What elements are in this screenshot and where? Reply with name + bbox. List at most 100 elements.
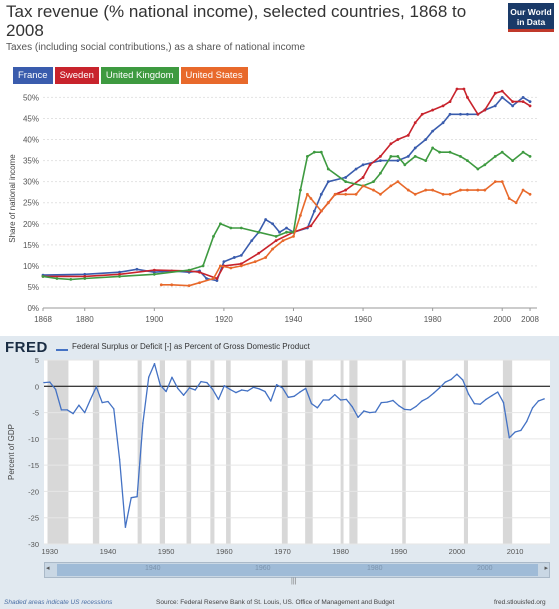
fred-panel: 5 0 -5 -10 -15 -20 -25 -30 1930 1940 1950 1960 1970 1… [0, 336, 559, 609]
data-point [217, 398, 220, 401]
x-tick-label: 2000 [493, 315, 511, 324]
data-point-uk [229, 226, 233, 230]
legend-united-kingdom[interactable]: United Kingdom [100, 67, 179, 84]
fred-logo[interactable]: FRED [5, 339, 48, 356]
legend-france[interactable]: France [13, 67, 53, 84]
y-tick-label: 25% [23, 199, 39, 208]
data-point-us [466, 188, 469, 192]
data-point-france [312, 209, 316, 213]
data-point [89, 398, 92, 401]
data-point [264, 390, 266, 393]
data-point [316, 407, 319, 409]
data-point-uk [69, 277, 73, 281]
data-point-france [448, 112, 452, 116]
data-point [444, 381, 447, 383]
data-point [130, 497, 132, 499]
data-point [380, 401, 383, 404]
data-point [49, 381, 51, 383]
y-tick-label: 15% [23, 241, 39, 250]
data-point-france [493, 104, 497, 108]
data-point-france [396, 159, 400, 162]
y-tick-label: 5% [27, 283, 39, 292]
scroll-left-arrow-icon[interactable]: ◂ [46, 565, 50, 572]
data-point-us [292, 235, 295, 238]
data-point-uk [389, 154, 393, 158]
x-tick-label: 1940 [285, 315, 303, 324]
data-point-uk [466, 159, 469, 162]
data-point [374, 411, 377, 413]
data-point-uk [299, 188, 302, 192]
data-point [328, 399, 330, 401]
data-point [537, 400, 540, 402]
data-point-france [83, 272, 87, 276]
data-point-sweden [368, 163, 372, 167]
scroll-label: 1980 [367, 565, 383, 572]
data-point-uk [285, 230, 288, 234]
data-point-uk [201, 264, 205, 268]
data-point [223, 385, 225, 387]
data-point-uk [379, 171, 382, 175]
data-point [43, 381, 45, 384]
legend-sweden[interactable]: Sweden [54, 67, 99, 84]
y-tick-label: 35% [23, 157, 39, 166]
legend-united-states[interactable]: United States [180, 67, 248, 84]
data-point [293, 395, 295, 397]
data-point-uk [219, 222, 222, 226]
data-point [357, 416, 359, 419]
data-point [456, 373, 458, 375]
recession-band [210, 360, 215, 544]
scroll-right-arrow-icon[interactable]: ▸ [544, 565, 548, 572]
data-point-us [379, 192, 382, 196]
y-tick-label: 20% [23, 220, 39, 229]
data-point-sweden [413, 121, 417, 125]
data-point-uk [438, 150, 441, 154]
scroll-handle-icon[interactable]: ||| [291, 578, 297, 585]
recession-band [226, 360, 231, 544]
y-tick-label: 40% [23, 136, 39, 145]
data-point-uk [511, 159, 515, 162]
x-tick-label: 1950 [158, 547, 175, 556]
recession-band [92, 360, 100, 544]
owid-logo[interactable]: Our World in Data [508, 3, 554, 32]
x-tick-label: 1868 [34, 315, 52, 324]
data-point [200, 380, 202, 383]
data-point [211, 388, 214, 391]
data-point-sweden [528, 104, 532, 108]
data-point-france [250, 239, 254, 243]
data-point-sweden [274, 239, 278, 243]
data-point [369, 411, 371, 414]
range-slider[interactable]: ◂ 1940 1960 1980 2000 ▸ [44, 562, 550, 578]
data-point [543, 398, 545, 400]
recession-band [463, 360, 468, 544]
data-point-us [253, 260, 257, 264]
chart-subtitle: Taxes (including social contributions,) … [6, 42, 306, 53]
data-point-uk [83, 277, 87, 280]
range-selection[interactable]: 1940 1960 1980 2000 [57, 564, 538, 576]
data-point [334, 393, 336, 396]
data-point [322, 399, 324, 401]
scroll-label: 2000 [477, 565, 493, 572]
data-point-uk [413, 154, 417, 158]
data-point [491, 395, 493, 397]
data-point [235, 391, 237, 394]
data-point-us [239, 264, 243, 268]
data-point-us [396, 180, 400, 184]
x-tick-label: 1900 [145, 315, 163, 324]
y-tick-label: 45% [23, 114, 39, 123]
data-point-sweden [431, 108, 435, 112]
data-point-sweden [152, 268, 156, 272]
data-point-us [271, 247, 275, 251]
fred-url-link[interactable]: fred.stlouisfed.org [494, 599, 546, 606]
data-point [427, 397, 429, 399]
data-point-us [354, 192, 358, 196]
data-point-us [431, 188, 435, 192]
data-point-uk [187, 268, 191, 272]
data-point-sweden [239, 262, 243, 266]
data-point-sweden [83, 275, 87, 278]
y-tick-label: -30 [28, 540, 39, 549]
data-point [508, 437, 510, 439]
data-point [206, 381, 208, 384]
data-point [462, 379, 464, 381]
data-point [502, 401, 505, 404]
data-point [118, 458, 121, 461]
